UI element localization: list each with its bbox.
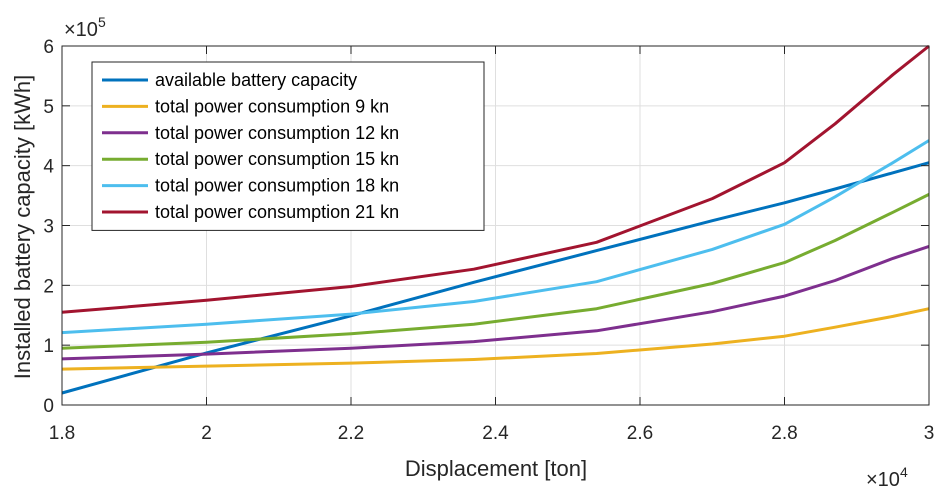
series-layer	[61, 44, 930, 395]
x-tick-label: 2.2	[338, 423, 364, 444]
x-tick-label: 3	[924, 423, 935, 444]
legend-label: total power consumption 12 kn	[155, 123, 399, 143]
x-multiplier-base: ×10	[866, 469, 900, 488]
y-tick-label: 2	[43, 276, 54, 297]
x-tick-label: 2.6	[627, 423, 653, 444]
legend-box	[91, 61, 485, 231]
x-multiplier: ×104	[866, 464, 908, 488]
legend: available battery capacity total power co…	[91, 61, 485, 231]
series-line	[61, 139, 930, 335]
x-multiplier-exp: 4	[900, 464, 908, 480]
y-multiplier-exp: 5	[98, 14, 106, 30]
legend-label: available battery capacity	[155, 70, 357, 90]
series-line	[61, 44, 930, 314]
y-multiplier-base: ×10	[64, 19, 98, 41]
y-tick-label: 4	[43, 157, 54, 178]
legend-label: total power consumption 18 kn	[155, 176, 399, 196]
y-tick-label: 5	[43, 97, 54, 118]
x-tick-label: 2.8	[771, 423, 797, 444]
legend-label: total power consumption 21 kn	[155, 202, 399, 222]
y-tick-label: 3	[43, 217, 54, 238]
x-tick-label: 1.8	[49, 423, 75, 444]
series-line	[61, 244, 930, 361]
legend-label: total power consumption 15 kn	[155, 149, 399, 169]
x-axis-label: Displacement [ton]	[405, 456, 587, 481]
y-tick-label: 1	[43, 336, 54, 357]
y-multiplier: ×105	[64, 14, 106, 41]
series-line	[61, 193, 930, 350]
series-line	[61, 307, 930, 371]
x-tick-label: 2	[201, 423, 212, 444]
ticks: 1.8 2 2.2 2.4 2.6 2.8 3 0 1 2 3 4 5 6	[43, 37, 934, 444]
y-tick-label: 6	[43, 37, 54, 58]
y-axis-label: Installed battery capacity [kWh]	[10, 75, 35, 379]
y-tick-label: 0	[43, 396, 54, 417]
x-tick-label: 2.4	[482, 423, 509, 444]
legend-label: total power consumption 9 kn	[155, 96, 389, 116]
